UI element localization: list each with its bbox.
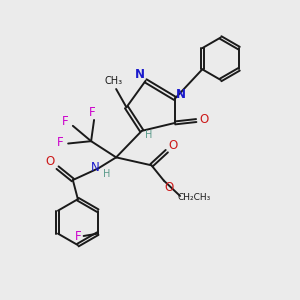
Text: F: F [57,136,64,149]
Text: O: O [46,155,55,168]
Text: N: N [135,68,145,81]
Text: N: N [176,88,186,100]
Text: H: H [103,169,110,179]
Text: O: O [199,113,208,126]
Text: CH₂CH₃: CH₂CH₃ [178,193,211,202]
Text: O: O [164,182,174,194]
Text: H: H [145,130,152,140]
Text: CH₃: CH₃ [104,76,122,86]
Text: O: O [169,140,178,152]
Text: N: N [91,161,100,174]
Text: F: F [88,106,95,119]
Text: F: F [74,230,81,243]
Text: F: F [62,115,68,128]
